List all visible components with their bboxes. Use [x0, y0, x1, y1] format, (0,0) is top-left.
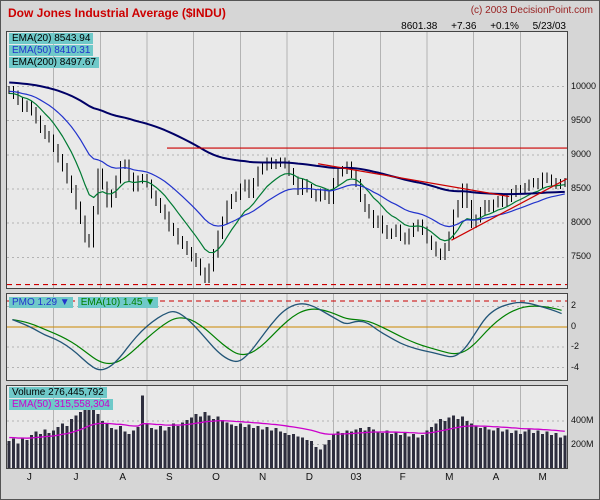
volume-ema-line	[9, 420, 565, 439]
y-axis-label: -2	[571, 341, 580, 352]
y-axis-label: 8000	[571, 217, 592, 228]
x-axis-label: A	[492, 472, 500, 483]
pmo-ema-line	[12, 305, 562, 365]
y-axis-label: 10000	[571, 80, 597, 91]
y-axis-label: 8500	[571, 183, 592, 193]
price-change: +7.36	[451, 21, 477, 32]
volume-legend: Volume 276,445,792 EMA(50) 315,558,304	[9, 387, 113, 411]
pmo-chart	[7, 294, 567, 380]
legend-entry: Volume 276,445,792	[9, 387, 107, 398]
x-axis-label: M	[445, 472, 454, 483]
x-axis-label: S	[165, 472, 173, 483]
trendlines	[7, 147, 567, 286]
y-axis-label: 7500	[571, 251, 592, 262]
volume-chart	[7, 386, 567, 468]
x-axis-label: N	[259, 472, 267, 483]
x-axis-label: J	[73, 472, 79, 483]
y-axis-label: 0	[571, 320, 577, 331]
legend-entry: EMA(50) 8410.31	[9, 45, 94, 56]
x-axis-label: A	[119, 472, 126, 483]
copyright-text: (c) 2003 DecisionPoint.com	[470, 5, 593, 16]
x-axis-label: M	[538, 472, 547, 483]
pmo-line	[12, 301, 562, 371]
y-axis-label: 9500	[571, 114, 592, 125]
y-axis-label: -4	[571, 361, 580, 372]
y-axis-label: 9000	[571, 148, 592, 159]
last-price: 8601.38	[401, 21, 438, 32]
x-axis-label: O	[212, 472, 220, 483]
legend-entry: PMO 1.29 ▼	[9, 297, 73, 308]
price-chart	[7, 32, 567, 288]
ema-lines	[9, 81, 565, 254]
volume-panel: Volume 276,445,792 EMA(50) 315,558,304	[6, 385, 568, 469]
price-legend: EMA(20) 8543.94 EMA(50) 8410.31 EMA(200) 8…	[9, 33, 99, 69]
grid	[7, 32, 567, 288]
x-axis-label: F	[399, 472, 406, 483]
y-axis-label: 2	[571, 300, 577, 311]
x-axis-label: 03	[350, 472, 362, 483]
legend-entry: EMA(20) 8543.94	[9, 33, 94, 44]
x-axis-label: J	[26, 472, 32, 483]
quote-line: 8601.38 +7.36 +0.1% 5/23/03	[401, 21, 566, 32]
price-panel: EMA(20) 8543.94 EMA(50) 8410.31 EMA(200) 8…	[6, 31, 568, 289]
legend-entry: EMA(10) 1.45 ▼	[77, 297, 159, 308]
y-axis-label: 400M	[571, 415, 594, 426]
x-axis-label: D	[305, 472, 313, 483]
legend-entry: EMA(50) 315,558,304	[9, 399, 113, 410]
quote-date: 5/23/03	[532, 21, 566, 32]
pmo-legend: PMO 1.29 ▼ EMA(10) 1.45 ▼	[9, 295, 163, 308]
y-axis-label: 200M	[571, 438, 594, 449]
pmo-panel: PMO 1.29 ▼ EMA(10) 1.45 ▼	[6, 293, 568, 381]
legend-entry: EMA(200) 8497.67	[9, 57, 99, 68]
volume-bars	[7, 395, 567, 468]
chart-title: Dow Jones Industrial Average ($INDU)	[8, 6, 226, 20]
price-change-pct: +0.1%	[490, 21, 519, 32]
